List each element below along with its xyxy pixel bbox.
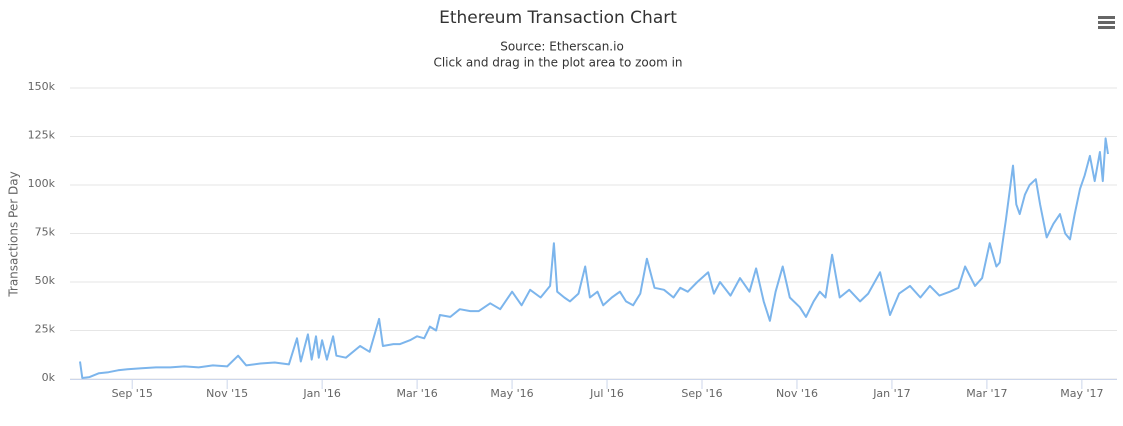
y-tick-label: 100k xyxy=(28,177,56,190)
menu-bar xyxy=(1098,16,1115,19)
x-tick-label: May '17 xyxy=(1060,387,1103,400)
chart-subtitle: Click and drag in the plot area to zoom … xyxy=(433,56,682,70)
y-tick-label: 0k xyxy=(42,371,56,384)
x-tick-label: Nov '15 xyxy=(206,387,248,400)
y-tick-label: 150k xyxy=(28,80,56,93)
menu-bar xyxy=(1098,26,1115,29)
x-tick-label: Jan '17 xyxy=(872,387,910,400)
x-tick-label: Sep '15 xyxy=(112,387,153,400)
chart-subtitle: Source: Etherscan.io xyxy=(500,40,624,54)
chart-title: Ethereum Transaction Chart xyxy=(439,8,677,28)
y-tick-label: 25k xyxy=(35,323,56,336)
y-tick-label: 50k xyxy=(35,274,56,287)
x-tick-label: Jan '16 xyxy=(302,387,340,400)
menu-bar xyxy=(1098,21,1115,24)
x-tick-label: May '16 xyxy=(490,387,533,400)
x-tick-label: Jul '16 xyxy=(589,387,624,400)
y-axis-label: Transactions Per Day xyxy=(7,171,21,297)
x-tick-label: Nov '16 xyxy=(776,387,818,400)
x-tick-label: Sep '16 xyxy=(681,387,722,400)
x-tick-label: Mar '17 xyxy=(966,387,1007,400)
x-tick-label: Mar '16 xyxy=(396,387,437,400)
menu-button[interactable] xyxy=(1096,14,1118,32)
y-tick-label: 75k xyxy=(35,226,56,239)
y-tick-label: 125k xyxy=(28,129,56,142)
data-line xyxy=(79,137,1109,379)
